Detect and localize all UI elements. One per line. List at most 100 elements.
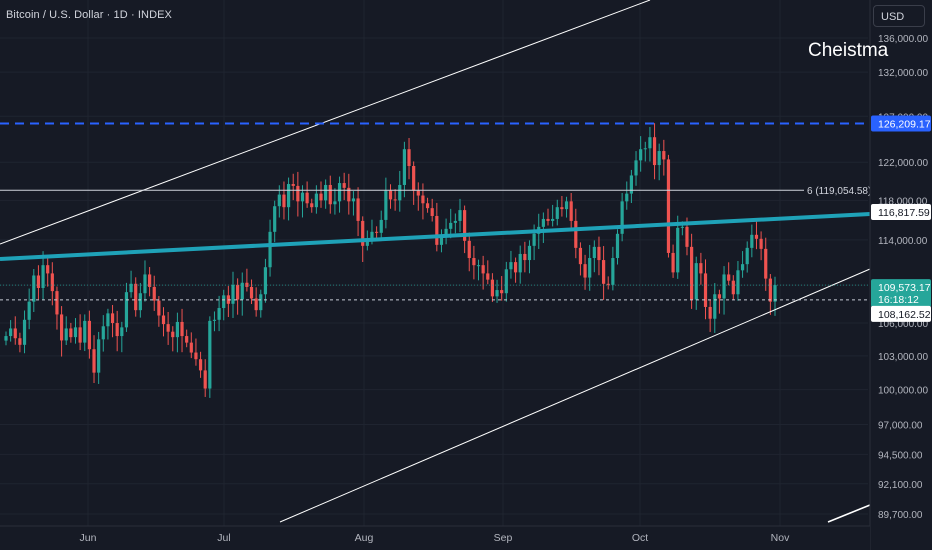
candle-body <box>750 234 754 248</box>
price-axis-tick: 100,000.00 <box>878 386 928 397</box>
candle-body <box>365 238 369 246</box>
candle-body <box>490 279 495 297</box>
candle-body <box>754 234 759 239</box>
price-axis-tick: 97,000.00 <box>878 421 923 432</box>
candle-body <box>699 263 703 274</box>
candle-body <box>124 292 129 328</box>
candle-body <box>263 267 268 295</box>
candle-body <box>444 228 448 236</box>
candle-body <box>611 258 615 285</box>
currency-selector[interactable]: USD <box>873 5 925 27</box>
candle-body <box>351 198 356 202</box>
price-axis-tick: 106,000.00 <box>878 319 928 330</box>
candle-body <box>495 290 499 297</box>
candle-body <box>453 220 457 223</box>
candle-body <box>259 294 263 311</box>
candle-body <box>768 278 772 302</box>
candle-body <box>416 190 420 196</box>
candle-body <box>217 308 221 320</box>
candle-body <box>727 274 731 281</box>
candle-body <box>152 286 156 301</box>
candle-body <box>198 359 203 371</box>
candle-body <box>36 275 41 288</box>
time-axis-bg <box>0 526 870 550</box>
candle-body <box>222 295 226 309</box>
candle-body <box>680 226 684 228</box>
candle-body <box>690 246 694 300</box>
candle-body <box>375 231 379 233</box>
price-axis-bg <box>870 0 932 550</box>
candle-body <box>254 298 258 311</box>
candle-body <box>481 265 485 274</box>
candle-body <box>110 313 115 324</box>
price-axis-tick: 89,700.00 <box>878 510 923 521</box>
candle-body <box>773 285 777 302</box>
candle-body <box>106 313 110 327</box>
ath-price-tag-text: 126,209.17 <box>878 118 931 130</box>
candle-body <box>9 328 13 337</box>
candle-body <box>463 210 467 241</box>
candle-body <box>703 273 708 307</box>
trend-price-tag-bg <box>871 204 931 220</box>
candle-body <box>430 208 434 216</box>
ath-price-tag: 126,209.17 <box>871 115 931 132</box>
time-axis: Jun Jul Aug Sep Oct Nov <box>0 525 870 550</box>
candle-body <box>764 248 768 279</box>
candle-body <box>300 192 305 202</box>
candle-body <box>291 184 295 186</box>
candle-body <box>379 219 383 233</box>
candle-body <box>439 235 444 245</box>
candle-body <box>203 370 207 389</box>
candle-body <box>249 286 254 299</box>
candle-body <box>314 193 318 208</box>
candle-body <box>13 328 17 339</box>
candle-body <box>388 190 393 200</box>
candle-body <box>337 183 342 202</box>
candle-body <box>148 274 152 287</box>
candle-body <box>685 226 689 247</box>
candle-body <box>347 187 351 202</box>
candle-body <box>620 201 624 234</box>
price-axis-tick: 118,000.00 <box>878 196 928 207</box>
candle-body <box>138 293 142 311</box>
fib-label-bg <box>804 183 870 198</box>
price-axis-tick: 114,000.00 <box>878 236 928 247</box>
candle-body <box>564 201 569 210</box>
candle-body <box>671 252 675 273</box>
candle-body <box>583 264 587 278</box>
candle-body <box>83 320 87 343</box>
candle-body <box>606 283 610 285</box>
candle-body <box>277 194 281 207</box>
candle-body <box>286 184 291 208</box>
candle-body <box>78 327 82 343</box>
candle-body <box>708 306 712 319</box>
text-annotation: Cheistma <box>808 40 889 61</box>
candle-body <box>662 151 666 160</box>
candle-body <box>523 253 527 261</box>
candle-body <box>546 218 550 221</box>
candle-body <box>592 246 596 259</box>
candle-body <box>361 220 365 246</box>
candle-body <box>282 194 286 208</box>
candle-body <box>643 148 647 150</box>
candle-body <box>166 324 170 332</box>
candle-body <box>736 270 740 295</box>
candle-body <box>639 149 643 161</box>
candle-body <box>458 210 462 221</box>
candle-body <box>500 290 504 294</box>
candle-body <box>402 149 406 185</box>
candle-body <box>574 220 578 248</box>
candle-body <box>356 198 360 221</box>
candle-body <box>305 192 309 204</box>
candle-body <box>342 183 346 188</box>
candle-body <box>208 320 212 389</box>
candle-body <box>32 275 36 302</box>
last-price-tag-text: 109,573.17 <box>878 282 931 294</box>
candle-body <box>731 280 735 295</box>
candle-body <box>328 184 332 205</box>
candle-body <box>240 282 244 300</box>
price-axis-tick: 92,100.00 <box>878 480 923 491</box>
candle-body <box>648 137 652 149</box>
